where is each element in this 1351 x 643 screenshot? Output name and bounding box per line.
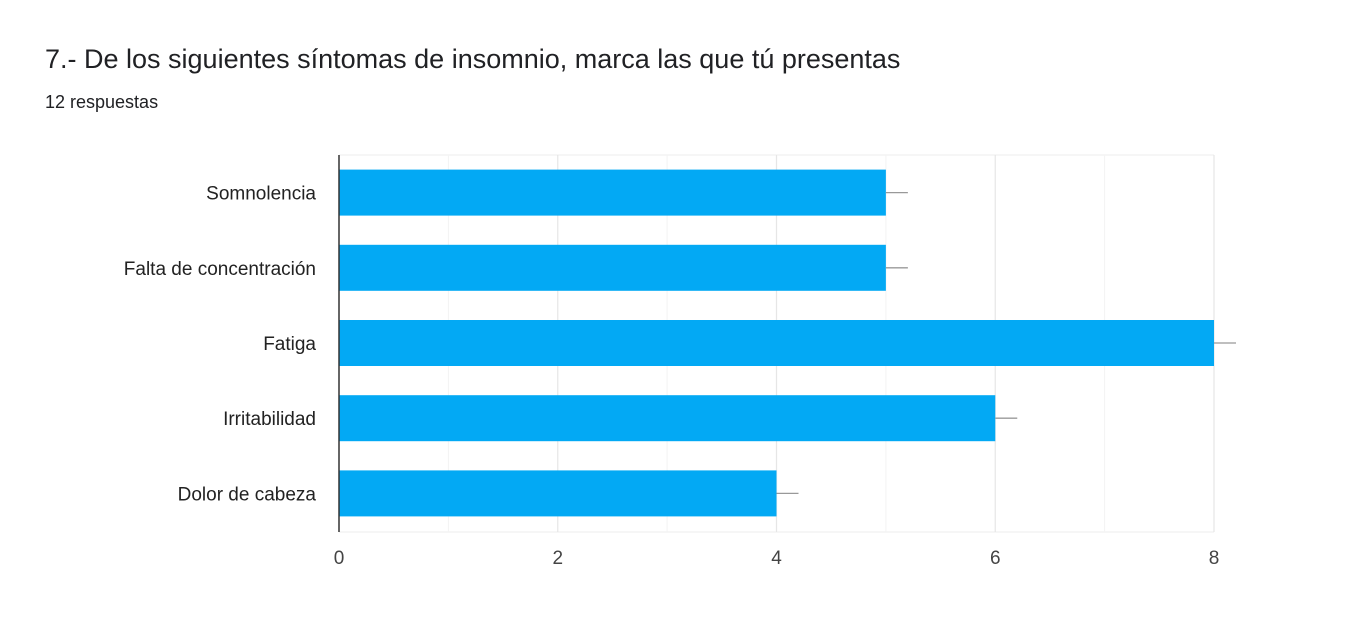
category-label: Dolor de cabeza <box>178 484 317 505</box>
bar <box>339 244 886 291</box>
bar <box>339 395 996 442</box>
x-tick-label: 6 <box>990 548 1001 569</box>
category-label: Fatiga <box>263 334 316 355</box>
category-label: Falta de concentración <box>124 259 316 280</box>
response-count: 12 respuestas <box>45 92 159 112</box>
category-labels: Somnolencia Falta de concentración Fatiga I… <box>124 184 317 506</box>
tick-labels: 0 2 4 6 8 <box>334 548 1220 569</box>
x-tick-label: 8 <box>1209 548 1220 569</box>
category-label: Irritabilidad <box>223 409 316 430</box>
category-label: Somnolencia <box>206 184 316 205</box>
question-title: 7.- De los siguientes síntomas de insomn… <box>45 44 901 74</box>
x-tick-label: 0 <box>334 548 345 569</box>
x-tick-label: 2 <box>552 548 563 569</box>
bar <box>339 169 886 216</box>
bar <box>339 470 777 517</box>
bar <box>339 320 1214 366</box>
x-tick-label: 4 <box>771 548 782 569</box>
bars <box>339 169 1236 517</box>
